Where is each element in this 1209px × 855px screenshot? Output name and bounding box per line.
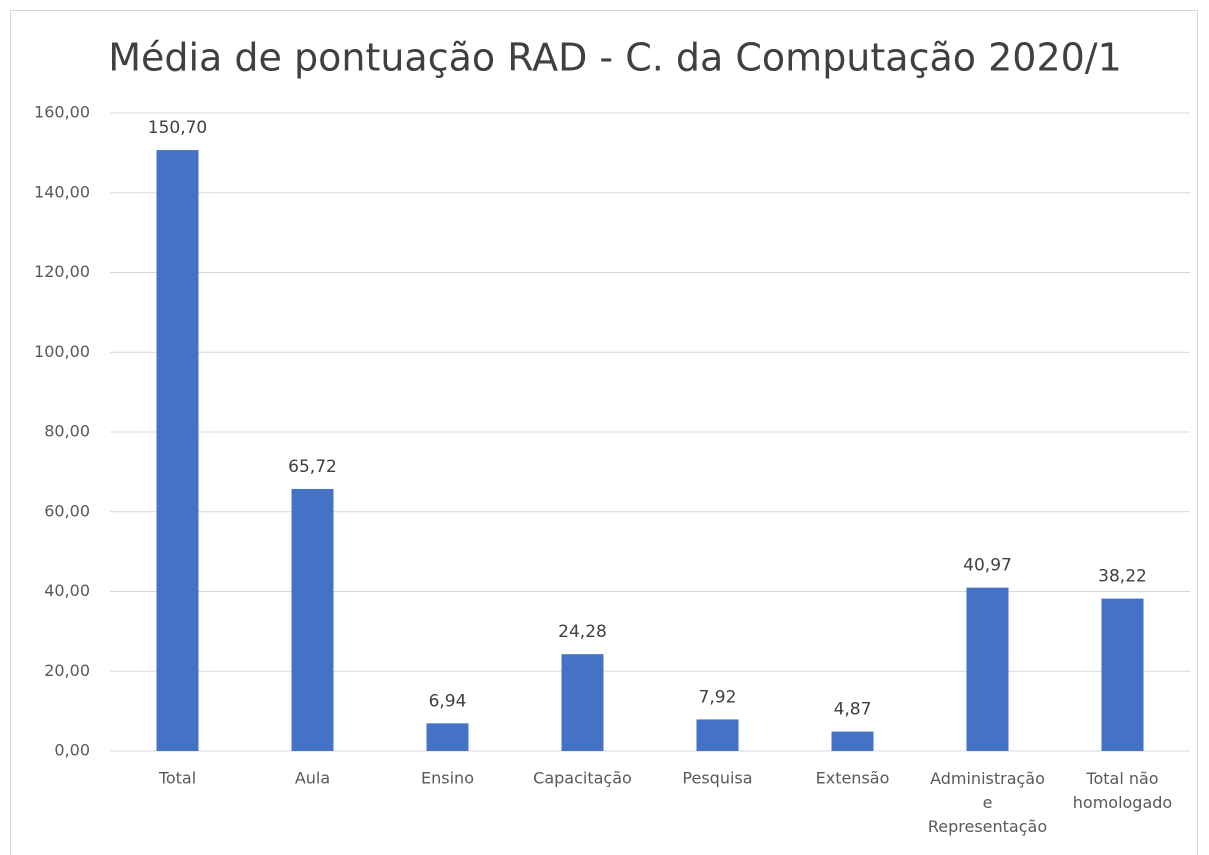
- y-tick-label: 140,00: [34, 182, 90, 201]
- y-tick-label: 0,00: [54, 741, 90, 760]
- data-label: 38,22: [1098, 567, 1147, 587]
- bar: [426, 723, 469, 751]
- x-tick-label: Total: [158, 769, 196, 788]
- data-label: 7,92: [699, 687, 737, 707]
- y-tick-label: 100,00: [34, 342, 90, 361]
- data-label: 150,70: [148, 118, 207, 138]
- y-tick-label: 40,00: [44, 581, 90, 600]
- bar: [156, 150, 199, 752]
- y-tick-label: 60,00: [44, 501, 90, 520]
- bar: [831, 731, 874, 751]
- y-tick-label: 20,00: [44, 661, 90, 680]
- bar: [1101, 598, 1144, 751]
- bar: [561, 654, 604, 751]
- x-tick-label: Capacitação: [533, 769, 632, 788]
- x-tick-label: Total não homologado: [1073, 769, 1172, 812]
- chart-title: Média de pontuação RAD - C. da Computaçã…: [108, 36, 1122, 80]
- data-label: 24,28: [558, 622, 607, 642]
- data-label: 6,94: [429, 691, 467, 711]
- bar: [696, 719, 739, 751]
- x-tick-label: Aula: [295, 769, 330, 788]
- x-tick-label: Administração e Representação: [928, 769, 1047, 836]
- bar: [966, 587, 1009, 751]
- y-tick-label: 120,00: [34, 262, 90, 281]
- y-tick-label: 80,00: [44, 422, 90, 441]
- data-label: 65,72: [288, 457, 337, 477]
- x-tick-label: Ensino: [421, 769, 474, 788]
- y-tick-label: 160,00: [34, 103, 90, 122]
- data-label: 4,87: [834, 700, 872, 720]
- x-tick-label: Pesquisa: [682, 769, 752, 788]
- bar: [291, 488, 334, 751]
- x-tick-label: Extensão: [816, 769, 890, 788]
- data-label: 40,97: [963, 556, 1012, 576]
